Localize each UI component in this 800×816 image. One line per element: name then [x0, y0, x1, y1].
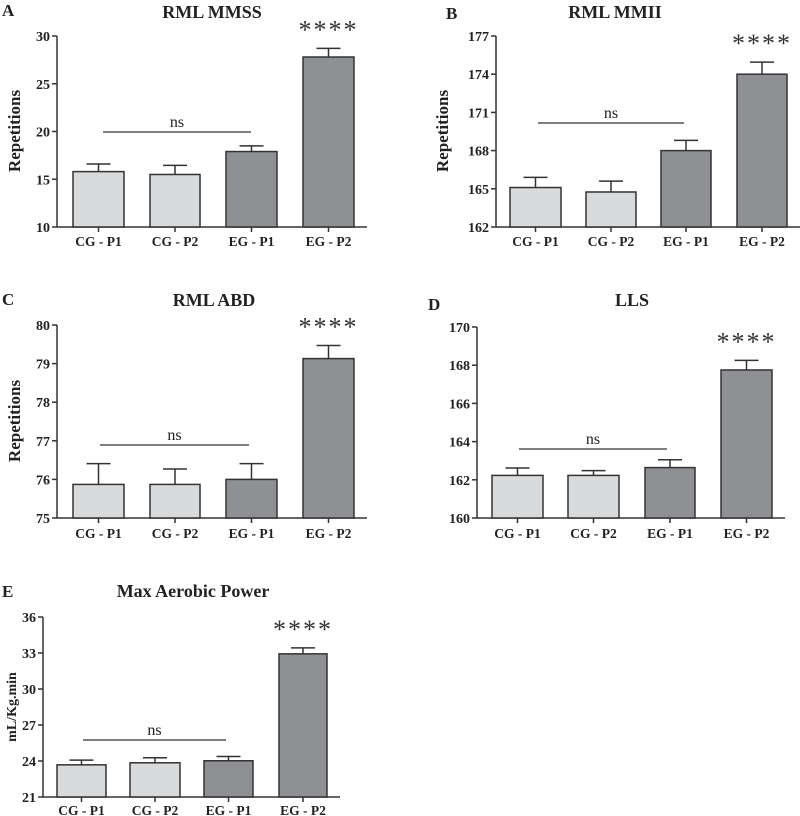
y-tick-label: 25: [36, 78, 50, 93]
y-tick-label: 171: [468, 106, 489, 121]
bar-cg-p2: [567, 474, 620, 519]
y-tick-label: 24: [22, 755, 36, 770]
y-tick-label: 170: [449, 321, 470, 336]
bar-eg-p2: [720, 369, 773, 519]
chart-title: LLS: [615, 290, 649, 310]
y-tick-label: 75: [36, 512, 50, 527]
x-tick-label: EG - P2: [306, 526, 352, 541]
x-tick-label: EG - P2: [280, 803, 326, 816]
panel-c: C RML ABD Repetitions 75 76 77 78 79 80 CG - P1 CG…: [2, 290, 367, 541]
bar-cg-p1: [72, 170, 125, 228]
y-axis-label: mL/Kg.min: [5, 672, 20, 742]
panel-a: A RML MMSS Repetitions 10 15 20 25 30 CG - P1 CG …: [2, 1, 367, 249]
y-tick-label: 36: [22, 611, 36, 626]
y-tick-label: 10: [36, 221, 50, 236]
panel-letter: D: [428, 295, 440, 314]
ns-label: ns: [170, 114, 184, 131]
x-tick-label: EG - P1: [229, 234, 275, 249]
panel-letter: A: [2, 1, 15, 20]
x-tick-label: EG - P1: [206, 803, 252, 816]
significance-stars: ****: [732, 29, 792, 58]
significance-stars: ****: [299, 312, 359, 341]
y-tick-label: 166: [449, 397, 470, 412]
panel-letter: C: [2, 290, 14, 309]
chart-title: RML MMII: [568, 2, 662, 22]
panel-letter: E: [2, 582, 13, 601]
y-tick-label: 162: [449, 474, 470, 489]
bar-cg-p1: [491, 474, 544, 519]
significance-stars: ****: [273, 615, 333, 644]
bar-eg-p1: [203, 760, 254, 798]
panel-b: B RML MMII Repetitions 162 165 168 171 174 177 CG…: [433, 2, 800, 249]
y-axis-label: Repetitions: [5, 90, 24, 173]
significance-stars: ****: [299, 15, 359, 44]
panel-d: D LLS 160 162 164 166 168 170 CG - P1 CG - P2 EG -…: [428, 290, 785, 541]
bar-eg-p2: [278, 653, 328, 798]
bar-cg-p2: [149, 483, 201, 519]
y-tick-label: 15: [36, 173, 50, 188]
bar-eg-p2: [302, 56, 355, 228]
y-tick-label: 162: [468, 221, 489, 236]
x-tick-label: EG - P2: [306, 234, 352, 249]
bar-eg-p2: [736, 73, 788, 228]
x-tick-label: CG - P2: [152, 234, 199, 249]
ns-label: ns: [586, 431, 600, 448]
y-tick-label: 78: [36, 396, 50, 411]
y-tick-label: 168: [468, 145, 489, 160]
chart-title: Max Aerobic Power: [117, 581, 270, 601]
x-tick-label: CG - P2: [570, 526, 617, 541]
bar-cg-p1: [509, 186, 562, 228]
y-tick-label: 177: [468, 30, 489, 45]
y-tick-label: 80: [36, 319, 50, 334]
x-tick-label: CG - P2: [152, 526, 199, 541]
bar-cg-p1: [56, 764, 107, 798]
x-tick-label: CG - P1: [75, 234, 122, 249]
panel-e: E Max Aerobic Power mL/Kg.min 21 24 27 30 33 36 C…: [2, 581, 340, 816]
y-tick-label: 27: [22, 719, 36, 734]
y-tick-label: 79: [36, 358, 50, 373]
x-tick-label: CG - P1: [512, 234, 559, 249]
x-tick-label: EG - P1: [663, 234, 709, 249]
x-tick-label: EG - P1: [647, 526, 693, 541]
y-tick-label: 165: [468, 183, 489, 198]
chart-title: RML ABD: [173, 290, 256, 310]
bar-eg-p1: [644, 466, 696, 519]
y-tick-label: 164: [449, 436, 470, 451]
y-tick-label: 77: [36, 435, 50, 450]
y-axis-label: Repetitions: [433, 90, 452, 173]
y-tick-label: 174: [468, 68, 489, 83]
bar-eg-p1: [660, 149, 712, 228]
y-tick-label: 21: [22, 791, 36, 806]
y-tick-label: 30: [22, 683, 36, 698]
chart-title: RML MMSS: [162, 2, 262, 22]
x-tick-label: CG - P2: [132, 803, 179, 816]
y-tick-label: 168: [449, 359, 470, 374]
x-tick-label: CG - P1: [75, 526, 122, 541]
bar-eg-p2: [302, 357, 355, 519]
x-tick-label: EG - P2: [724, 526, 770, 541]
bar-cg-p1: [72, 483, 125, 519]
x-tick-label: EG - P2: [739, 234, 785, 249]
y-tick-label: 33: [22, 647, 36, 662]
bar-eg-p1: [225, 150, 278, 228]
bar-eg-p1: [225, 478, 278, 519]
significance-stars: ****: [717, 327, 777, 356]
y-axis-label: Repetitions: [5, 380, 24, 463]
ns-label: ns: [167, 427, 181, 444]
bar-cg-p2: [149, 173, 201, 228]
x-tick-label: CG - P1: [494, 526, 541, 541]
y-tick-label: 160: [449, 512, 470, 527]
bar-cg-p2: [129, 762, 181, 798]
y-tick-label: 20: [36, 126, 50, 141]
bar-cg-p2: [585, 191, 637, 228]
y-tick-label: 76: [36, 473, 50, 488]
x-tick-label: CG - P1: [58, 803, 105, 816]
x-tick-label: EG - P1: [229, 526, 275, 541]
y-tick-label: 30: [36, 30, 50, 45]
ns-label: ns: [147, 722, 161, 739]
panel-letter: B: [446, 4, 457, 23]
x-tick-label: CG - P2: [588, 234, 635, 249]
ns-label: ns: [604, 105, 618, 122]
